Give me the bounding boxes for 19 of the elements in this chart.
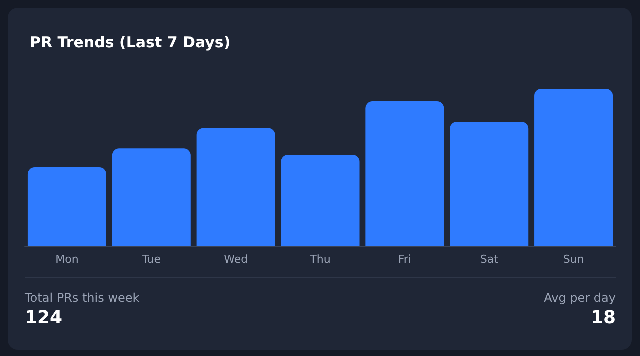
x-tick-label: Fri bbox=[398, 253, 412, 266]
bar bbox=[281, 154, 360, 246]
bar bbox=[534, 89, 614, 246]
x-tick-label: Wed bbox=[224, 253, 248, 266]
x-tick-label: Thu bbox=[309, 253, 331, 266]
text: Avg per day bbox=[544, 291, 616, 305]
text: Total PRs this week bbox=[24, 291, 140, 305]
bar bbox=[196, 128, 276, 246]
bar bbox=[112, 148, 191, 246]
x-tick-label: Tue bbox=[141, 253, 162, 266]
x-tick-label: Mon bbox=[56, 253, 79, 266]
x-tick-label: Sun bbox=[563, 253, 584, 266]
text: 124 bbox=[25, 308, 63, 328]
bar bbox=[450, 122, 529, 246]
bar bbox=[366, 102, 444, 246]
chart-title: PR Trends (Last 7 Days) bbox=[30, 34, 231, 52]
text: 18 bbox=[590, 308, 616, 328]
bar bbox=[28, 168, 106, 246]
x-tick-label: Sat bbox=[480, 253, 500, 266]
